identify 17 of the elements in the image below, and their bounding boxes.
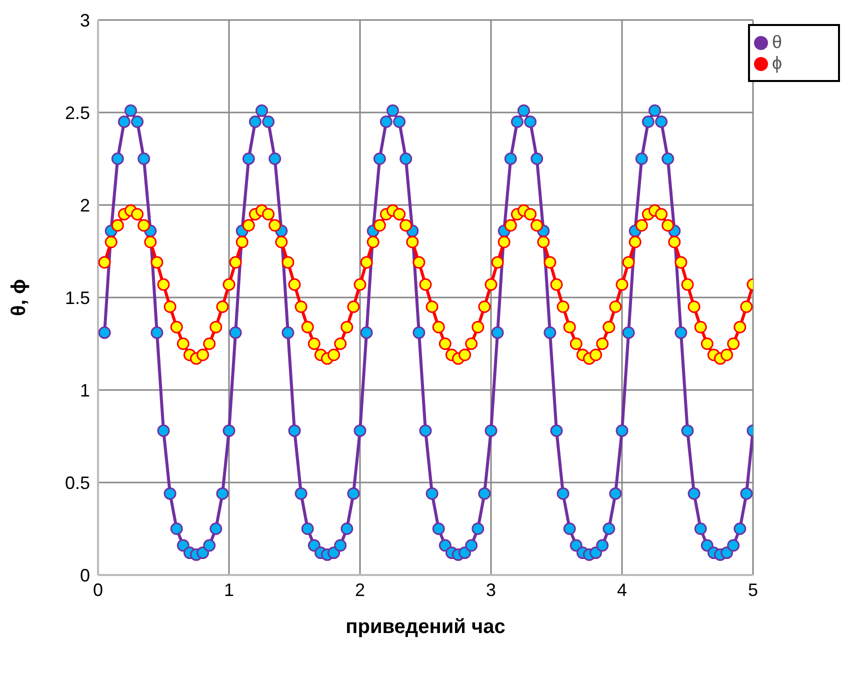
x-tick-label: 2 — [354, 580, 366, 600]
y-tick-label: 0 — [80, 565, 90, 586]
x-tick-label: 1 — [224, 580, 234, 600]
y-tick-label: 2 — [80, 195, 90, 216]
y-tick-label: 0.5 — [64, 472, 90, 493]
x-axis-title: приведений час — [346, 616, 506, 638]
y-tick-label: 1.5 — [64, 288, 90, 308]
y-axis-title: θ, ϕ — [8, 279, 30, 316]
legend-label: θ — [772, 32, 782, 52]
y-tick-label: 2.5 — [64, 102, 90, 123]
x-tick-label: 3 — [486, 580, 496, 600]
legend-label: ϕ — [772, 53, 782, 73]
y-tick-label: 3 — [80, 10, 90, 30]
x-tick-label: 4 — [616, 580, 628, 600]
y-tick-label: 1 — [80, 380, 90, 400]
x-tick-label: 0 — [92, 580, 104, 600]
x-tick-label: 5 — [748, 580, 758, 600]
